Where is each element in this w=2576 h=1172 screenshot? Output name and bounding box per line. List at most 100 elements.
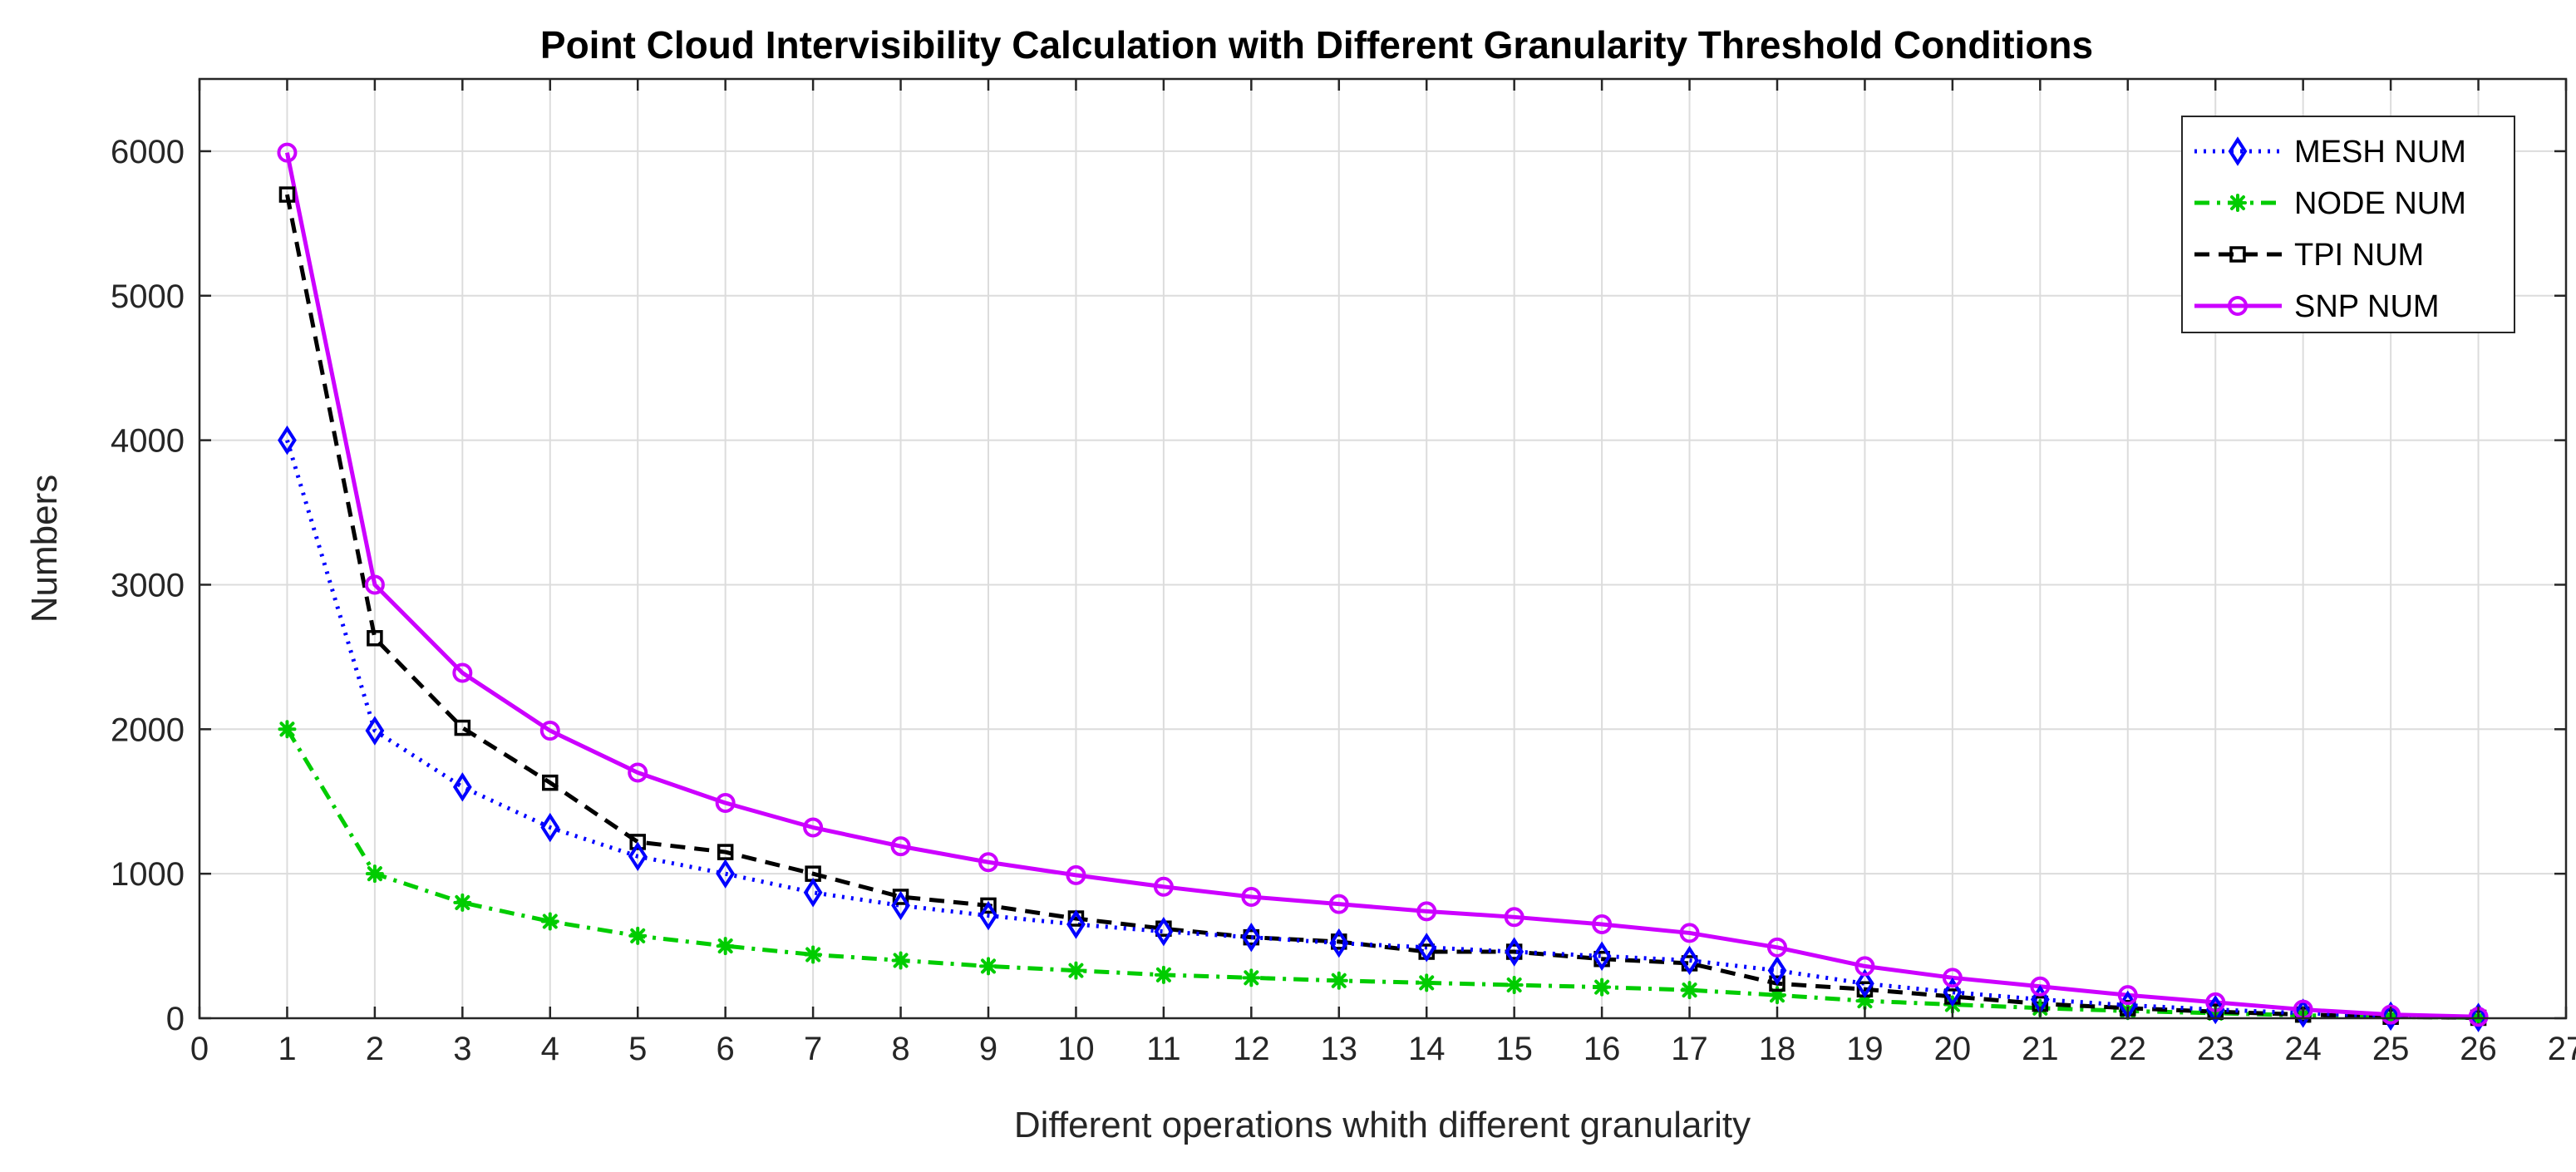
series-line-tpi-num xyxy=(284,194,2479,1020)
legend-item-snp-num: SNP NUM xyxy=(2194,289,2440,324)
data-point-snp-num xyxy=(364,574,385,595)
data-point-mesh-num xyxy=(891,890,910,921)
x-tick-label: 6 xyxy=(717,1031,735,1067)
legend-items: MESH NUM NODE NUM TPI NUM SNP NUM xyxy=(2194,135,2466,324)
data-point-snp-num xyxy=(277,142,298,163)
x-tick-label: 2 xyxy=(366,1031,384,1067)
x-tick-label: 11 xyxy=(1146,1031,1181,1067)
data-point-tpi-num xyxy=(892,889,909,905)
legend-marker-snp-num xyxy=(2228,296,2248,316)
x-tick-label: 5 xyxy=(628,1031,647,1067)
data-point-snp-num xyxy=(1942,968,1963,988)
y-tick-label: 2000 xyxy=(111,712,185,748)
x-tick-label: 13 xyxy=(1321,1031,1358,1067)
x-axis-label: Different operations whith different gra… xyxy=(1014,1105,1751,1145)
data-point-node-num xyxy=(1417,973,1436,992)
legend-item-mesh-num: MESH NUM xyxy=(2194,135,2466,170)
grid xyxy=(199,79,2567,1019)
data-point-snp-num xyxy=(1066,864,1086,885)
data-point-snp-num xyxy=(978,852,998,873)
data-point-snp-num xyxy=(452,662,473,683)
x-tick-label: 3 xyxy=(453,1031,471,1067)
y-tick-label: 6000 xyxy=(111,134,185,170)
x-tick-label: 17 xyxy=(1671,1031,1708,1067)
x-tick-label: 25 xyxy=(2372,1031,2410,1067)
data-point-node-num xyxy=(365,864,384,884)
data-point-mesh-num xyxy=(1416,933,1436,963)
x-tick-label: 15 xyxy=(1495,1031,1533,1067)
data-point-snp-num xyxy=(1679,923,1700,943)
x-tick-label: 18 xyxy=(1759,1031,1796,1067)
x-tick-label: 21 xyxy=(2022,1031,2059,1067)
series-line-snp-num xyxy=(284,152,2479,1019)
data-point-node-num xyxy=(540,912,559,931)
data-point-mesh-num xyxy=(803,878,823,908)
data-point-tpi-num xyxy=(278,186,296,203)
data-point-snp-num xyxy=(803,817,824,838)
data-point-mesh-num xyxy=(365,716,385,746)
data-point-node-num xyxy=(453,893,472,912)
data-point-node-num xyxy=(278,720,297,739)
series-markers-snp-num xyxy=(277,142,2489,1027)
y-tick-label: 3000 xyxy=(111,567,185,603)
data-point-mesh-num xyxy=(1154,916,1174,947)
data-point-node-num xyxy=(1066,961,1086,980)
data-point-tpi-num xyxy=(629,834,646,850)
x-tick-label: 27 xyxy=(2548,1031,2576,1067)
data-point-snp-num xyxy=(1504,907,1524,928)
data-point-snp-num xyxy=(1767,937,1787,958)
data-point-node-num xyxy=(804,945,823,964)
data-point-snp-num xyxy=(715,792,736,813)
data-point-node-num xyxy=(628,926,648,945)
data-point-tpi-num xyxy=(454,719,471,736)
x-tick-label: 23 xyxy=(2197,1031,2234,1067)
x-tick-label: 8 xyxy=(891,1031,909,1067)
data-point-snp-num xyxy=(2030,976,2051,997)
data-point-mesh-num xyxy=(2293,998,2313,1028)
data-point-snp-num xyxy=(2117,985,2138,1006)
chart-title: Point Cloud Intervisibility Calculation … xyxy=(540,23,2093,66)
legend-item-tpi-num: TPI NUM xyxy=(2194,238,2424,273)
x-tick-label: 1 xyxy=(278,1031,296,1067)
series-lines xyxy=(284,152,2479,1020)
x-tick-label: 9 xyxy=(979,1031,997,1067)
data-point-snp-num xyxy=(1328,894,1349,914)
tick-labels: 0 1 2 3 4 5 6 7 8 9 10 11 12 13 14 15 16 17 18 19 20 21 22 23 24… xyxy=(111,134,2576,1067)
data-point-node-num xyxy=(1154,965,1173,984)
legend-label-snp-num: SNP NUM xyxy=(2294,289,2440,324)
data-point-mesh-num xyxy=(1767,955,1787,986)
series-line-node-num xyxy=(285,728,2479,1020)
data-point-snp-num xyxy=(2381,1004,2401,1025)
data-point-node-num xyxy=(1505,976,1524,995)
legend-label-node-num: NODE NUM xyxy=(2294,186,2466,221)
data-point-mesh-num xyxy=(716,859,736,889)
data-point-node-num xyxy=(716,937,735,956)
data-point-mesh-num xyxy=(1505,937,1524,967)
y-tick-label: 5000 xyxy=(111,278,185,315)
legend-label-mesh-num: MESH NUM xyxy=(2294,135,2466,170)
data-point-snp-num xyxy=(1592,914,1613,934)
x-tick-label: 0 xyxy=(190,1031,209,1067)
data-point-snp-num xyxy=(890,836,911,857)
data-point-mesh-num xyxy=(978,900,998,931)
data-point-mesh-num xyxy=(452,772,472,802)
data-point-tpi-num xyxy=(717,844,734,860)
y-axis-label: Numbers xyxy=(24,475,65,623)
data-point-tpi-num xyxy=(542,774,559,791)
data-point-mesh-num xyxy=(1943,977,1963,1007)
data-point-node-num xyxy=(891,951,910,970)
y-tick-label: 4000 xyxy=(111,423,185,460)
x-tick-label: 14 xyxy=(1408,1031,1446,1067)
data-point-node-num xyxy=(1242,968,1261,987)
data-point-node-num xyxy=(1593,977,1612,997)
x-tick-label: 16 xyxy=(1584,1031,1621,1067)
ticks xyxy=(198,79,2568,1020)
data-point-snp-num xyxy=(539,721,560,741)
data-point-mesh-num xyxy=(1241,922,1261,953)
x-tick-label: 20 xyxy=(1934,1031,1972,1067)
data-point-tpi-num xyxy=(980,897,997,914)
legend-label-tpi-num: TPI NUM xyxy=(2294,238,2424,273)
data-point-node-num xyxy=(1329,971,1348,990)
